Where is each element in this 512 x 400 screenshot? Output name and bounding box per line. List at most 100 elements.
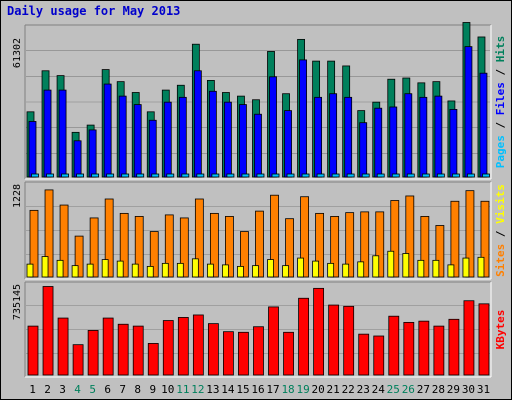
visits-ymax-label: 1228 — [12, 184, 23, 208]
hits-ymax-label: 61302 — [12, 38, 23, 68]
visits-bar — [74, 235, 84, 278]
files-bar — [404, 93, 413, 178]
pages-bar — [136, 173, 145, 178]
files-bar — [239, 104, 247, 178]
files-bar — [374, 107, 383, 178]
kbytes-bar — [192, 314, 204, 376]
visits-bar — [44, 189, 54, 278]
files-bar — [193, 70, 202, 178]
visits-bar — [375, 211, 385, 278]
sites-bar — [267, 259, 274, 278]
pages-bar — [467, 173, 475, 178]
pages-bar — [482, 173, 490, 178]
sites-bar — [191, 258, 199, 278]
chart-title: Daily usage for May 2013 — [7, 4, 181, 18]
x-tick-label: 26 — [402, 383, 415, 396]
sites-bar — [297, 257, 304, 278]
sites-bar — [86, 263, 94, 278]
files-bar — [103, 83, 112, 178]
kbytes-bar — [268, 306, 279, 376]
pages-bar — [271, 173, 280, 178]
pages-bar — [361, 173, 370, 178]
visits-bar — [194, 198, 204, 278]
kbytes-bar — [328, 304, 340, 376]
x-tick-label: 31 — [477, 383, 490, 396]
visits-bar — [450, 200, 460, 278]
visits-bar — [255, 210, 264, 278]
sites-bar — [387, 250, 395, 278]
kbytes-bar — [298, 297, 309, 376]
sites-bar — [161, 262, 169, 278]
files-bar — [133, 104, 142, 178]
files-bar — [88, 129, 97, 178]
x-tick-label: 10 — [161, 383, 174, 396]
kbytes-bar — [373, 335, 385, 376]
kbytes-side-label: KBytes — [494, 310, 507, 350]
kbytes-bar — [207, 323, 219, 376]
x-tick-label: 25 — [387, 383, 400, 396]
pages-bar — [256, 173, 265, 178]
kbytes-bar — [147, 343, 159, 376]
sites-bar — [222, 264, 229, 278]
files-bar — [479, 72, 488, 178]
files-bar — [178, 96, 187, 178]
files-bar — [269, 76, 277, 178]
visits-side-label: Sites / Visits — [494, 184, 507, 277]
pages-bar — [436, 173, 445, 178]
sites-bar — [417, 259, 425, 278]
sites-bar — [312, 260, 320, 278]
x-tick-label: 27 — [417, 383, 430, 396]
kbytes-bar — [388, 315, 400, 376]
x-tick-label: 11 — [176, 383, 189, 396]
x-tick-label: 14 — [221, 383, 235, 396]
pages-bar — [301, 173, 310, 178]
kbytes-bar — [433, 325, 445, 376]
kbytes-bar — [177, 317, 189, 376]
pages-bar — [211, 173, 220, 178]
files-bar — [208, 90, 217, 178]
kbytes-bar — [162, 320, 174, 376]
kbytes-bar — [102, 317, 114, 376]
hits-side-label: Pages / Files / Hits — [494, 36, 507, 169]
kbytes-bar — [72, 344, 84, 376]
pages-bar — [241, 173, 250, 178]
files-bar — [73, 140, 82, 178]
files-bar — [314, 96, 323, 178]
x-tick-label: 22 — [342, 383, 355, 396]
visits-bar — [435, 225, 445, 278]
visits-bar — [29, 209, 39, 278]
visits-bar — [300, 196, 309, 278]
kbytes-bar — [343, 305, 355, 376]
visits-bar — [315, 212, 325, 278]
sites-bar — [41, 256, 49, 278]
pages-bar — [121, 173, 130, 178]
sites-bar — [252, 265, 259, 278]
visits-bar — [209, 212, 219, 278]
x-tick-label: 2 — [44, 383, 51, 396]
visits-bar — [59, 204, 69, 278]
pages-bar — [346, 173, 355, 178]
files-bar — [359, 122, 368, 178]
sites-bar — [131, 263, 139, 278]
sites-bar — [101, 259, 109, 278]
visits-bar — [465, 190, 475, 278]
sites-bar — [357, 261, 365, 278]
x-tick-label: 8 — [134, 383, 141, 396]
x-tick-label: 5 — [89, 383, 96, 396]
sites-bar — [176, 262, 184, 278]
visits-bar — [390, 200, 400, 278]
pages-bar — [31, 173, 39, 178]
sites-bar — [432, 259, 440, 278]
x-tick-label: 28 — [432, 383, 445, 396]
visits-bar — [134, 216, 144, 278]
visits-bar — [480, 200, 490, 278]
kbytes-bar — [403, 321, 415, 376]
pages-bar — [166, 173, 175, 178]
files-bar — [163, 101, 172, 178]
x-tick-label: 19 — [296, 383, 309, 396]
files-bar — [449, 109, 458, 178]
x-tick-label: 16 — [251, 383, 264, 396]
pages-bar — [106, 173, 115, 178]
files-bar — [148, 119, 157, 178]
